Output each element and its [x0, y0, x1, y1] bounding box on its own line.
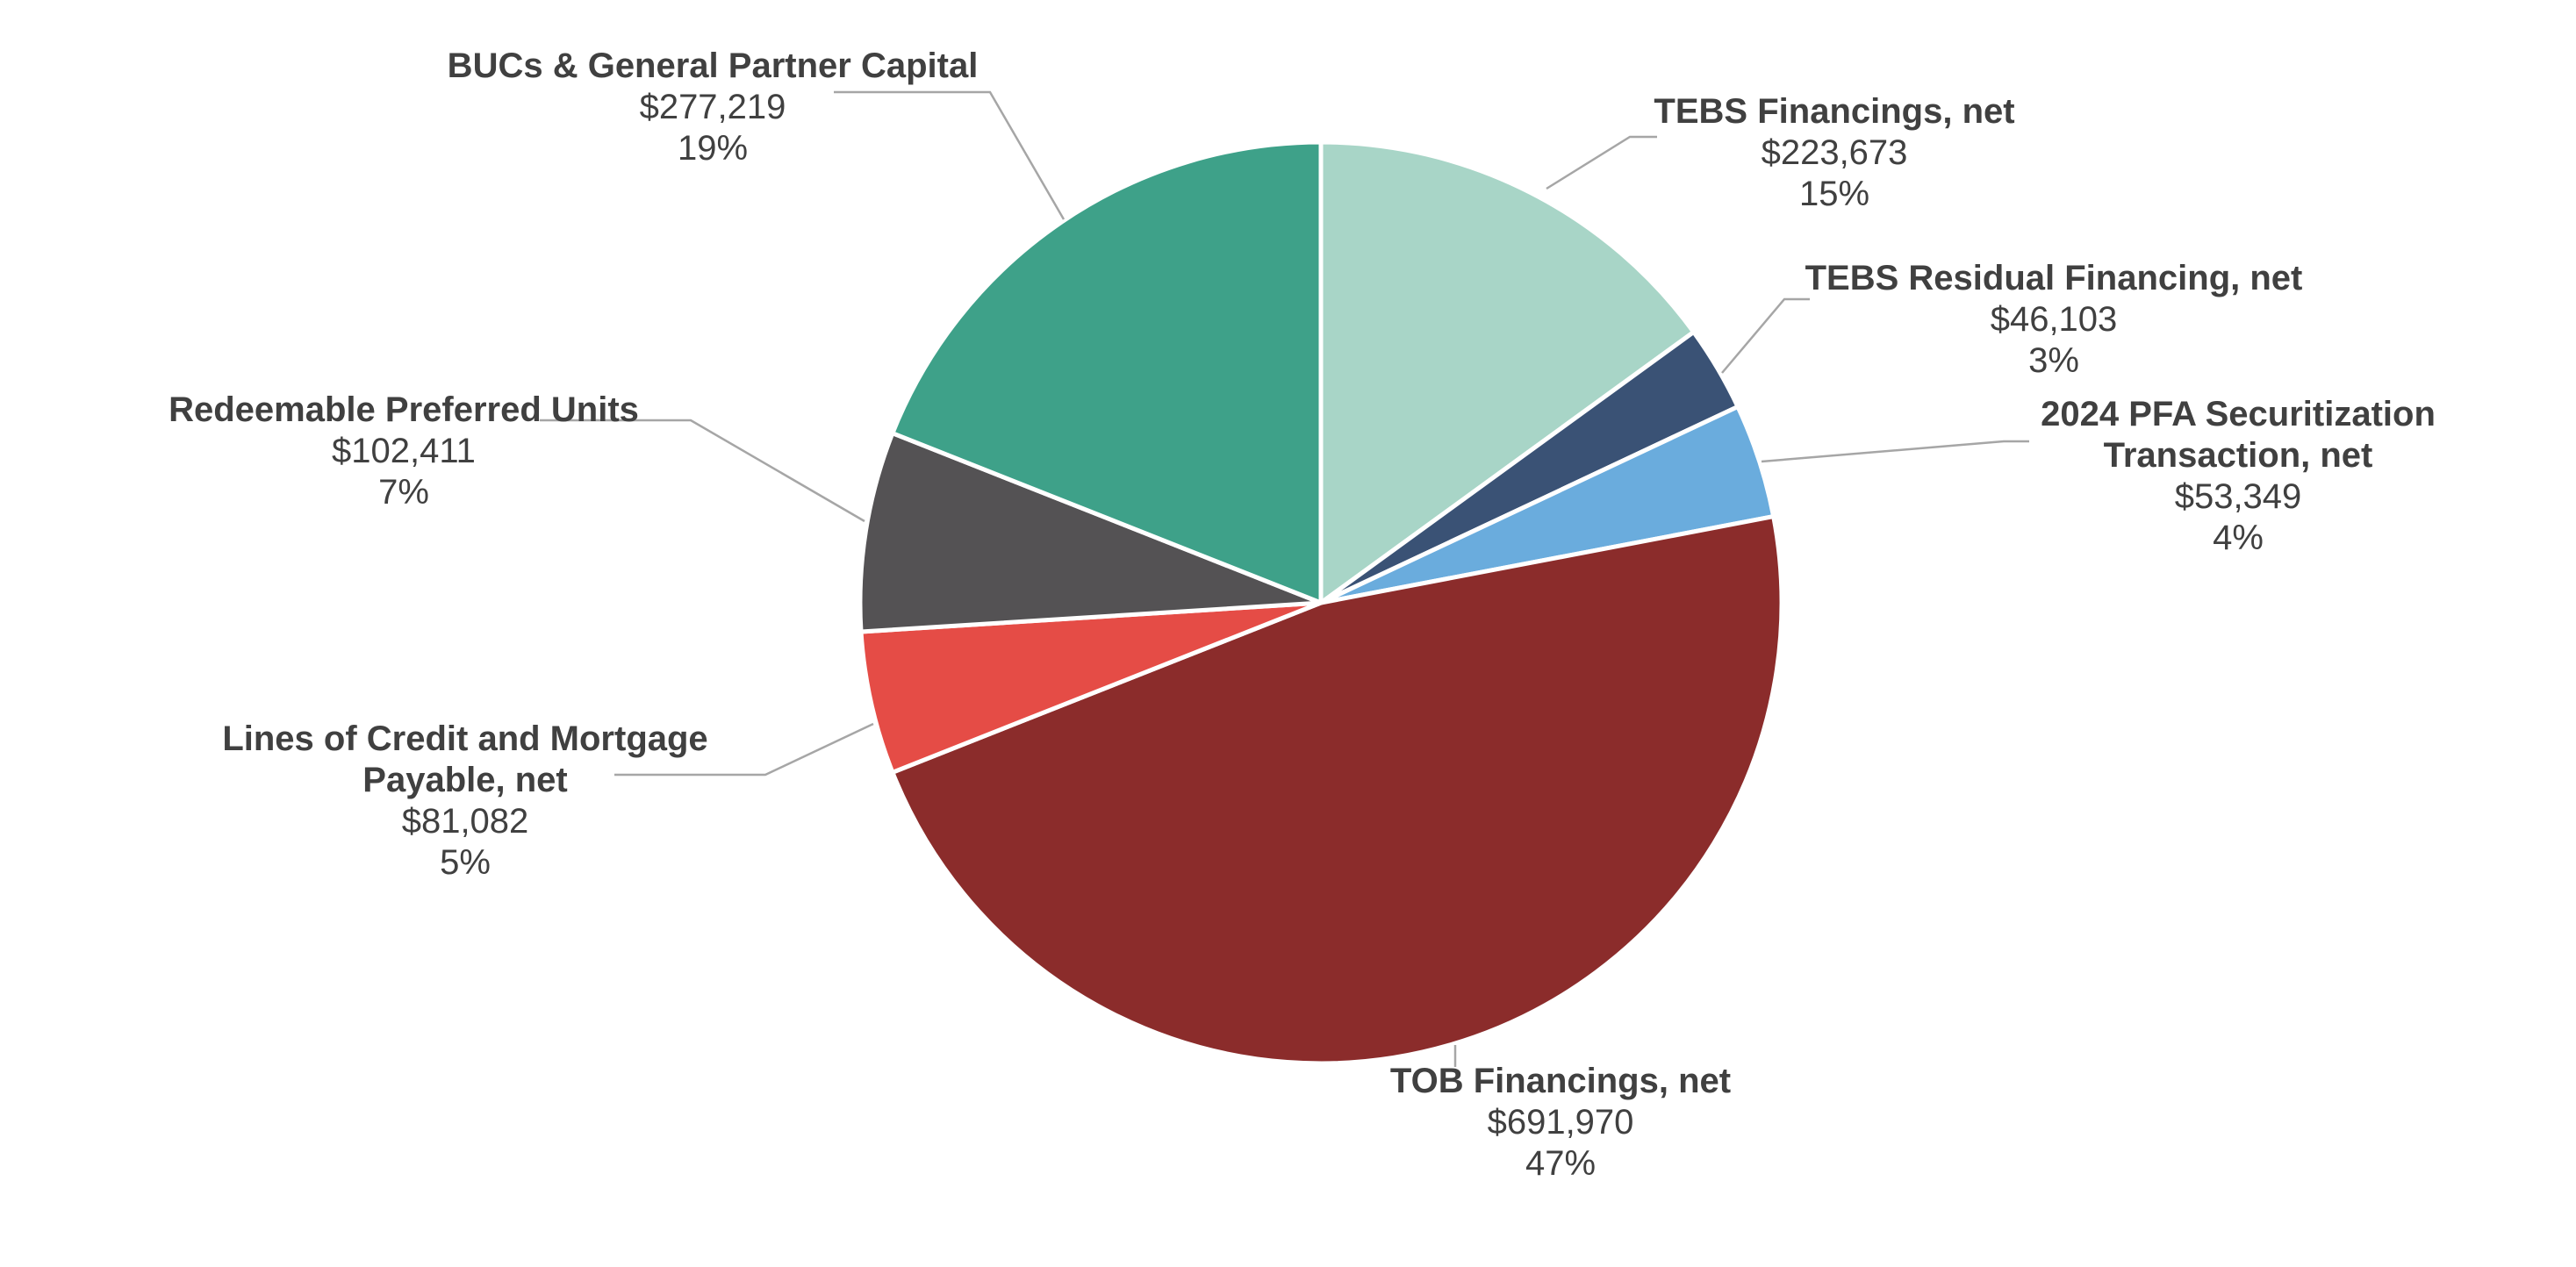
- slice-label-percent: 15%: [1798, 175, 1870, 213]
- pie-slice-lines-of-credit[interactable]: [858, 600, 1324, 775]
- leader-line-tebs-residual: [1721, 297, 1810, 374]
- slice-label-title: 2024 PFA Securitization Transaction, net: [2041, 395, 2436, 475]
- slice-label-value: $102,411: [332, 432, 476, 470]
- slice-label-value: $81,082: [401, 802, 529, 841]
- slice-label-percent: 47%: [1525, 1144, 1597, 1183]
- slice-label-percent: 5%: [440, 843, 491, 882]
- slice-label-percent: 7%: [378, 473, 429, 512]
- slice-label-value: $691,970: [1487, 1103, 1634, 1142]
- slice-label-title: Redeemable Preferred Units: [169, 390, 639, 429]
- slice-label-redeemable-preferred: Redeemable Preferred Units $102,411 7%: [169, 390, 639, 513]
- leader-line-bucs-gp-capital: [834, 90, 1066, 220]
- pie-slice-tebs-financings[interactable]: [1318, 140, 1697, 605]
- slice-label-bucs-gp-capital: BUCs & General Partner Capital $277,219 …: [448, 46, 979, 169]
- slice-label-tob-financings: TOB Financings, net $691,970 47%: [1390, 1061, 1731, 1185]
- slice-label-value: $46,103: [1990, 300, 2118, 339]
- pie-slice-redeemable-preferred[interactable]: [857, 431, 1324, 634]
- slice-label-title: TEBS Financings, net: [1654, 92, 2015, 131]
- slice-label-value: $53,349: [2174, 477, 2302, 516]
- leader-line-tebs-financings: [1546, 135, 1657, 190]
- slice-label-value: $277,219: [639, 88, 786, 126]
- slice-label-title: TOB Financings, net: [1389, 1062, 1732, 1100]
- slice-label-title: Lines of Credit and Mortgage Payable, ne…: [222, 719, 708, 799]
- slice-label-percent: 3%: [2028, 341, 2079, 380]
- slice-label-lines-of-credit: Lines of Credit and Mortgage Payable, ne…: [176, 719, 755, 884]
- slice-label-percent: 19%: [677, 129, 749, 168]
- slice-label-title: BUCs & General Partner Capital: [447, 47, 979, 85]
- pie-slice-bucs-gp-capital[interactable]: [890, 140, 1324, 605]
- slice-label-tebs-financings: TEBS Financings, net $223,673 15%: [1654, 91, 2014, 215]
- pie-slice-tob-financings[interactable]: [890, 514, 1784, 1066]
- leader-line-lines-of-credit: [614, 722, 874, 777]
- leader-line-pfa-securitization: [1761, 440, 2029, 463]
- slice-label-percent: 4%: [2213, 519, 2264, 557]
- slice-label-title: TEBS Residual Financing, net: [1805, 259, 2303, 297]
- leader-line-redeemable-preferred: [540, 419, 865, 523]
- slice-label-value: $223,673: [1761, 133, 1908, 172]
- slice-label-tebs-residual: TEBS Residual Financing, net $46,103 3%: [1805, 258, 2303, 382]
- slice-label-pfa-securitization: 2024 PFA Securitization Transaction, net…: [1992, 394, 2484, 559]
